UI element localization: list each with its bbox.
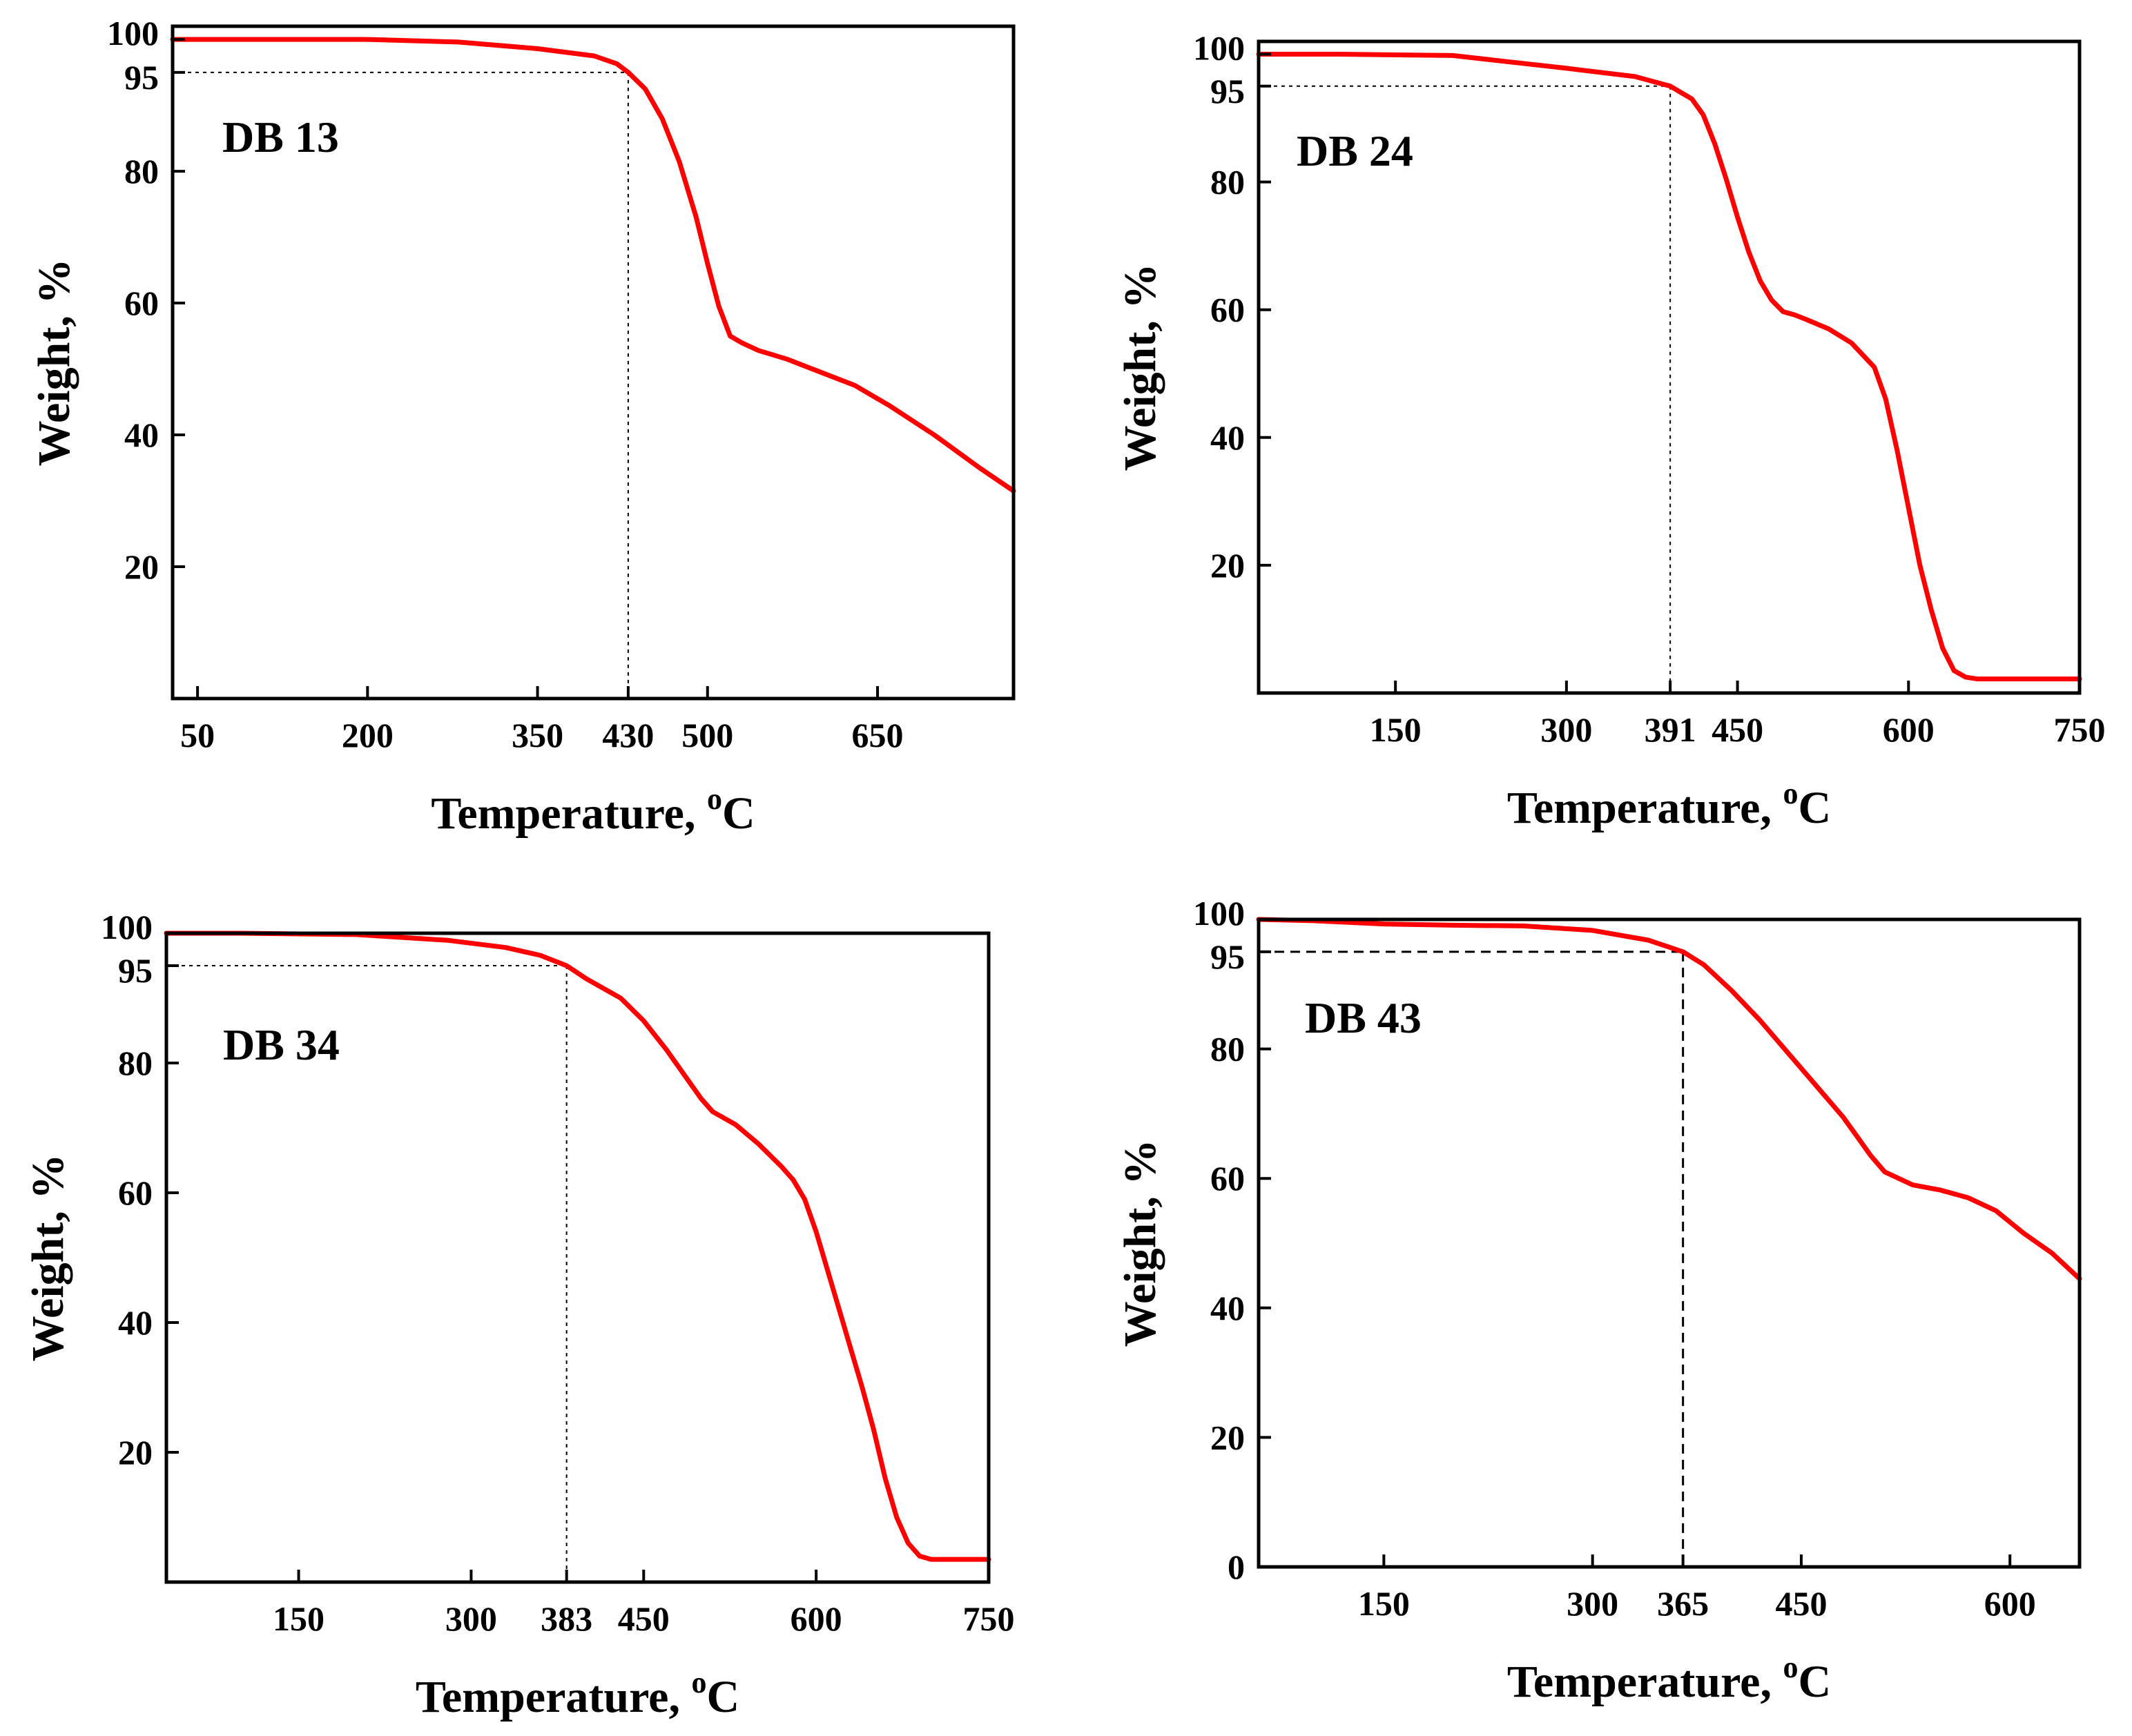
panel-label: DB 34 — [223, 1020, 340, 1069]
y-tick-label: 40 — [124, 416, 159, 454]
series-line-db-13 — [170, 37, 1016, 494]
plot-frame — [164, 931, 991, 1584]
x-axis-title-unit: C — [1798, 1657, 1831, 1707]
y-tick-label: 60 — [1210, 1159, 1245, 1198]
panel-label: DB 13 — [222, 113, 339, 162]
x-axis-title-text: Temperature, — [416, 1672, 692, 1722]
y-tick-label: 95 — [124, 58, 159, 97]
x-tick-label: 150 — [1358, 1584, 1410, 1623]
x-tick-label: 365 — [1657, 1584, 1709, 1623]
y-tick-label: 95 — [118, 951, 153, 990]
x-axis-title-degree: o — [1783, 777, 1798, 810]
y-tick-label: 20 — [124, 547, 159, 586]
x-axis-title-unit: C — [1798, 783, 1831, 833]
y-tick-label: 100 — [1193, 894, 1245, 933]
chart-panel-4: 150 300 365 450 600 0 20 40 60 80 95 100 DB 43 Temper… — [1115, 894, 2082, 1707]
x-axis-title: Temperature, oC — [431, 782, 755, 839]
x-tick-label: 600 — [1883, 710, 1935, 749]
x-tick-label: 200 — [342, 716, 394, 754]
y-tick-label: 95 — [1210, 937, 1245, 976]
x-tick-label: 750 — [963, 1599, 1015, 1638]
x-axis-title-degree: o — [707, 782, 722, 816]
y-tick-label: 20 — [118, 1433, 153, 1472]
chart-panel-2: 150 300 391 450 600 750 20 40 60 80 95 100 DB 24 Temp… — [1115, 29, 2106, 833]
y-tick-label: 40 — [1210, 418, 1245, 457]
y-tick-label: 20 — [1210, 546, 1245, 585]
y-tick-label: 60 — [1210, 291, 1245, 329]
x-tick-label: 450 — [1775, 1584, 1827, 1623]
x-tick-label: 383 — [541, 1599, 592, 1638]
x-tick-label: 350 — [512, 716, 563, 754]
y-tick-label: 60 — [124, 284, 159, 322]
plot-frame — [171, 24, 1016, 701]
x-axis-title: Temperature, oC — [1507, 1650, 1831, 1707]
x-axis-title-unit: C — [706, 1672, 739, 1722]
y-tick-label: 100 — [1193, 29, 1245, 68]
x-tick-label: 391 — [1645, 710, 1696, 749]
x-axis-title-unit: C — [722, 788, 755, 839]
y-tick-label: 80 — [124, 152, 159, 191]
series-line-db-24 — [1256, 52, 2082, 682]
y-tick-label: 80 — [1210, 1030, 1245, 1069]
y-tick-label: 100 — [101, 908, 153, 946]
x-tick-label: 450 — [1712, 710, 1763, 749]
y-tick-label: 80 — [118, 1044, 153, 1082]
x-tick-label: 150 — [1370, 710, 1422, 749]
x-axis-title-text: Temperature, — [431, 788, 707, 839]
x-axis-title-degree: o — [1783, 1650, 1798, 1684]
y-tick-label: 95 — [1210, 72, 1245, 110]
series-line-db-43 — [1256, 917, 2082, 1282]
panel-label: DB 24 — [1297, 126, 1413, 175]
y-tick-label: 40 — [1210, 1289, 1245, 1327]
y-axis-title: Weight, % — [29, 259, 79, 467]
x-tick-label: 50 — [180, 716, 215, 754]
x-tick-label: 500 — [681, 716, 733, 754]
x-tick-label: 300 — [1540, 710, 1592, 749]
x-tick-label: 300 — [1567, 1584, 1618, 1623]
x-axis-title-degree: o — [691, 1666, 706, 1699]
y-tick-label: 60 — [118, 1173, 153, 1212]
x-tick-label: 600 — [1984, 1584, 2036, 1623]
panel-label: DB 43 — [1305, 993, 1422, 1042]
y-tick-label: 0 — [1228, 1548, 1245, 1586]
x-tick-label: 750 — [2054, 710, 2106, 749]
y-tick-label: 40 — [118, 1303, 153, 1342]
x-tick-label: 650 — [852, 716, 904, 754]
y-axis-title: Weight, % — [1115, 264, 1165, 471]
y-axis-title: Weight, % — [1115, 1140, 1165, 1347]
y-axis-title: Weight, % — [23, 1154, 73, 1362]
x-axis-title: Temperature, oC — [1507, 777, 1831, 833]
chart-panel-1: 50 200 350 430 500 650 20 40 60 80 95 100 DB 13 Tempe… — [29, 14, 1016, 839]
y-tick-label: 20 — [1210, 1418, 1245, 1456]
x-tick-label: 430 — [602, 716, 654, 754]
x-tick-label: 600 — [791, 1599, 842, 1638]
series-line-db-34 — [164, 930, 991, 1562]
x-tick-label: 150 — [273, 1599, 324, 1638]
plot-frame — [1257, 917, 2082, 1569]
x-tick-label: 300 — [445, 1599, 497, 1638]
x-axis-title: Temperature, oC — [416, 1666, 739, 1722]
x-axis-title-text: Temperature, — [1507, 1657, 1783, 1707]
x-tick-label: 450 — [618, 1599, 670, 1638]
x-axis-title-text: Temperature, — [1507, 783, 1783, 833]
chart-panel-3: 150 300 383 450 600 750 20 40 60 80 95 100 DB 34 Temp… — [23, 908, 1015, 1722]
y-tick-label: 80 — [1210, 163, 1245, 202]
y-tick-label: 100 — [107, 14, 159, 52]
